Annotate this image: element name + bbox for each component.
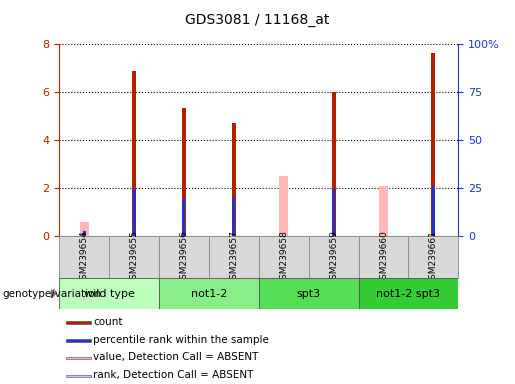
Bar (259, 236, 308, 278)
Bar (379, 215, 388, 236)
Bar (182, 198, 185, 236)
Bar (182, 108, 186, 236)
Bar (80, 222, 89, 236)
Bar (82, 233, 86, 236)
Text: percentile rank within the sample: percentile rank within the sample (93, 334, 269, 344)
Text: value, Detection Call = ABSENT: value, Detection Call = ABSENT (93, 353, 259, 362)
Text: GSM239655: GSM239655 (130, 230, 139, 285)
Bar (332, 189, 335, 236)
Bar (408, 236, 458, 278)
Bar (59, 278, 159, 309)
Bar (132, 71, 136, 236)
Text: wild type: wild type (83, 289, 134, 299)
Text: GSM239656: GSM239656 (179, 230, 188, 285)
Bar (80, 228, 89, 236)
Bar (232, 197, 235, 236)
Bar (432, 53, 435, 236)
Text: GSM239658: GSM239658 (279, 230, 288, 285)
Text: not1-2 spt3: not1-2 spt3 (376, 289, 440, 299)
Text: genotype/variation: genotype/variation (3, 289, 101, 299)
Bar (259, 278, 358, 309)
Bar (358, 278, 458, 309)
Bar (232, 123, 236, 236)
Bar (279, 176, 288, 236)
Bar (109, 236, 159, 278)
Bar (379, 186, 388, 236)
Text: not1-2: not1-2 (191, 289, 227, 299)
Bar (132, 189, 135, 236)
Text: spt3: spt3 (297, 289, 321, 299)
Bar (83, 231, 85, 236)
Text: count: count (93, 317, 123, 327)
Bar (279, 212, 288, 236)
Bar (209, 236, 259, 278)
Bar (59, 236, 109, 278)
Bar (66, 339, 91, 341)
Bar (66, 375, 91, 377)
Text: rank, Detection Call = ABSENT: rank, Detection Call = ABSENT (93, 370, 253, 380)
Text: GSM239657: GSM239657 (229, 230, 238, 285)
Bar (308, 236, 358, 278)
Bar (66, 321, 91, 324)
Bar (358, 236, 408, 278)
Bar (432, 187, 435, 236)
Text: GDS3081 / 11168_at: GDS3081 / 11168_at (185, 13, 330, 27)
Bar (159, 278, 259, 309)
Bar (332, 92, 336, 236)
Text: GSM239654: GSM239654 (80, 230, 89, 285)
Text: GSM239661: GSM239661 (429, 230, 438, 285)
Text: GSM239660: GSM239660 (379, 230, 388, 285)
Text: GSM239659: GSM239659 (329, 230, 338, 285)
Bar (159, 236, 209, 278)
Bar (66, 357, 91, 359)
